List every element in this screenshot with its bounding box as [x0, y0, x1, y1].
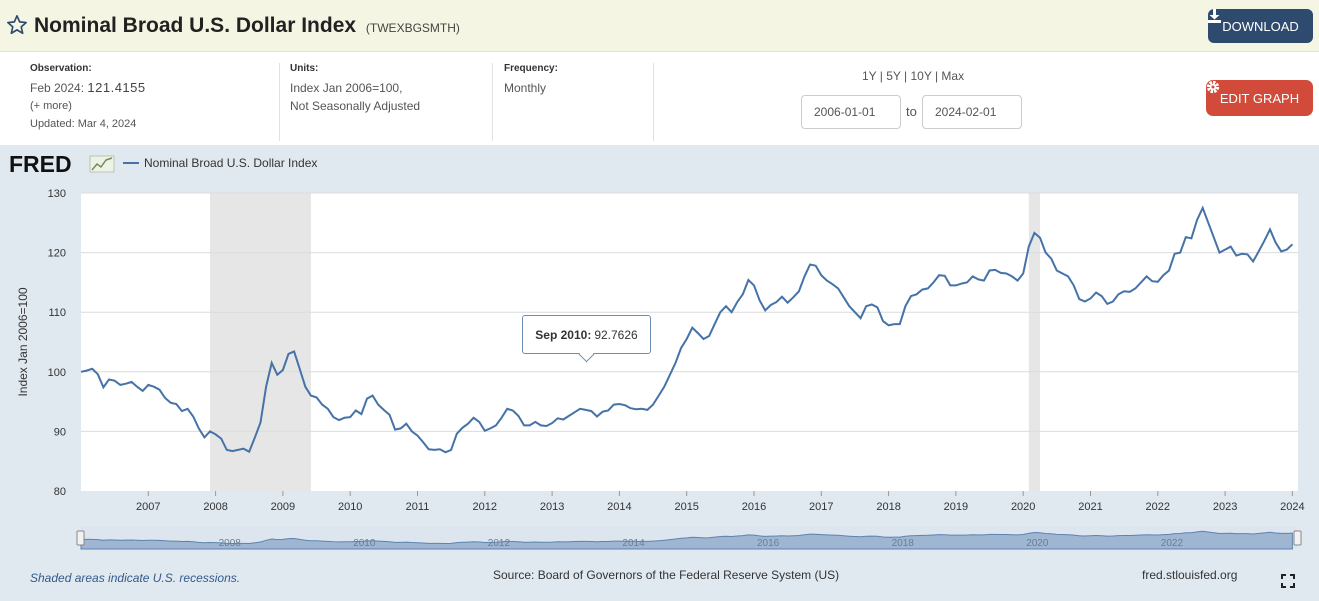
y-tick-label: 80 — [54, 486, 66, 498]
frequency-value: Monthly — [504, 81, 547, 95]
navigator-right-handle[interactable] — [1293, 530, 1302, 546]
fred-logo: FRED — [9, 151, 72, 177]
x-tick-label: 2016 — [742, 501, 766, 513]
meta-row: Observation: Feb 2024: 121.4155 (+ more)… — [0, 53, 1319, 145]
y-tick-label: 130 — [48, 188, 66, 200]
navigator-label: 2012 — [488, 538, 511, 549]
x-tick-label: 2014 — [607, 501, 631, 513]
range-links[interactable]: 1Y | 5Y | 10Y | Max — [862, 69, 965, 83]
recession-note: Shaded areas indicate U.S. recessions. — [30, 571, 241, 585]
header-bar: Nominal Broad U.S. Dollar Index (TWEXBGS… — [0, 0, 1319, 52]
y-tick-label: 120 — [48, 248, 66, 260]
star-icon[interactable] — [6, 14, 28, 36]
observation-value: 121.4155 — [87, 80, 146, 95]
divider — [653, 63, 654, 141]
x-tick-label: 2009 — [271, 501, 295, 513]
x-tick-label: 2013 — [540, 501, 564, 513]
navigator-left-handle[interactable] — [76, 530, 85, 546]
series-title: Nominal Broad U.S. Dollar Index — [34, 14, 357, 37]
units-line2: Not Seasonally Adjusted — [290, 99, 421, 113]
more-link[interactable]: (+ more) — [30, 100, 72, 112]
x-tick-label: 2008 — [203, 501, 227, 513]
fullscreen-icon[interactable] — [1281, 574, 1295, 588]
observation-date: Feb 2024: — [30, 81, 85, 95]
navigator-label: 2020 — [1026, 538, 1049, 549]
navigator-label: 2016 — [757, 538, 780, 549]
y-axis-label: Index Jan 2006=100 — [16, 287, 30, 396]
x-tick-label: 2019 — [944, 501, 968, 513]
tooltip-value: 92.7626 — [594, 327, 638, 342]
end-date-input[interactable]: 2024-02-01 — [922, 95, 1022, 129]
units-line1: Index Jan 2006=100, — [290, 81, 403, 95]
source-note: Source: Board of Governors of the Federa… — [493, 568, 840, 582]
x-tick-label: 2022 — [1146, 501, 1170, 513]
x-tick-label: 2020 — [1011, 501, 1035, 513]
fred-logo-chart-icon — [89, 155, 115, 173]
divider — [279, 63, 280, 141]
y-tick-label: 100 — [48, 367, 66, 379]
edit-graph-button[interactable]: EDIT GRAPH — [1206, 80, 1313, 116]
recession-band — [209, 193, 311, 491]
x-tick-label: 2012 — [473, 501, 497, 513]
download-button[interactable]: DOWNLOAD — [1208, 9, 1313, 43]
y-tick-label: 110 — [48, 307, 66, 319]
y-tick-label: 90 — [54, 426, 66, 438]
x-tick-label: 2018 — [876, 501, 900, 513]
x-tick-label: 2017 — [809, 501, 833, 513]
x-tick-label: 2024 — [1280, 501, 1304, 513]
series-code: (TWEXBGSMTH) — [365, 21, 460, 35]
download-icon — [1208, 9, 1221, 23]
observation-label: Observation: — [30, 63, 92, 74]
x-tick-label: 2021 — [1078, 501, 1102, 513]
x-tick-label: 2007 — [136, 501, 160, 513]
divider — [492, 63, 493, 141]
x-tick-label: 2023 — [1213, 501, 1237, 513]
page-title: Nominal Broad U.S. Dollar Index (TWEXBGS… — [34, 14, 460, 38]
navigator-label: 2010 — [353, 538, 376, 549]
site-link[interactable]: fred.stlouisfed.org — [1142, 568, 1238, 582]
units-block: Units: Index Jan 2006=100, Not Seasonall… — [290, 63, 420, 115]
navigator-label: 2014 — [622, 538, 645, 549]
edit-graph-label: EDIT GRAPH — [1219, 90, 1300, 106]
x-tick-label: 2011 — [406, 501, 430, 513]
updated-date: Updated: Mar 4, 2024 — [30, 118, 137, 130]
frequency-block: Frequency: Monthly — [504, 63, 558, 97]
navigator-label: 2018 — [892, 538, 915, 549]
navigator-series — [80, 530, 1293, 550]
series-line[interactable] — [80, 205, 1294, 454]
tooltip: Sep 2010: 92.7626 — [522, 315, 651, 354]
tooltip-date: Sep 2010: — [535, 327, 592, 342]
download-label: DOWNLOAD — [1222, 18, 1299, 34]
observation-block: Observation: Feb 2024: 121.4155 (+ more)… — [30, 63, 146, 133]
x-tick-label: 2010 — [338, 501, 362, 513]
to-label: to — [906, 104, 917, 119]
x-tick-label: 2015 — [674, 501, 698, 513]
navigator-label: 2022 — [1161, 538, 1184, 549]
navigator-label: 2008 — [219, 538, 242, 549]
gear-icon — [1206, 80, 1220, 94]
start-date-input[interactable]: 2006-01-01 — [801, 95, 901, 129]
legend-label: Nominal Broad U.S. Dollar Index — [144, 156, 317, 170]
recession-band — [1028, 193, 1041, 491]
units-label: Units: — [290, 63, 319, 74]
frequency-label: Frequency: — [504, 63, 558, 74]
